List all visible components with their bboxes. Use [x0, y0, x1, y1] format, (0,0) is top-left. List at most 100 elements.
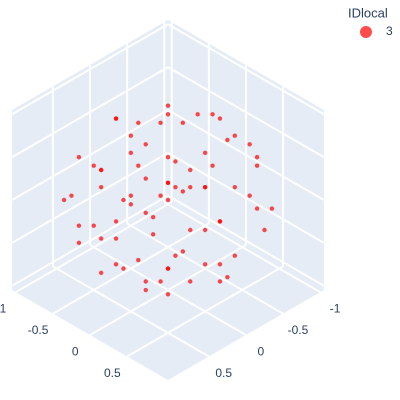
point [121, 197, 126, 203]
point [143, 279, 148, 284]
point [202, 184, 208, 190]
point [188, 184, 193, 190]
point [165, 197, 171, 203]
point [188, 227, 193, 233]
scatter-points [61, 103, 275, 297]
point [210, 112, 215, 117]
point [202, 227, 208, 233]
point [98, 167, 104, 173]
point [180, 189, 186, 194]
point [217, 116, 223, 121]
grid-line [11, 23, 169, 116]
point [173, 184, 178, 190]
point [128, 193, 134, 198]
point [180, 120, 186, 126]
point [173, 159, 178, 164]
grid-line [11, 194, 169, 287]
point [143, 142, 148, 147]
point [143, 287, 148, 293]
point [173, 253, 178, 258]
x-tick-label: 0.5 [215, 366, 232, 380]
point [136, 120, 141, 126]
grid-line [52, 222, 210, 315]
point [165, 292, 171, 297]
legend-title: IDlocal [348, 5, 388, 20]
point [202, 262, 208, 267]
point [98, 236, 104, 241]
y-tick-label: 0.5 [104, 366, 121, 380]
point [150, 232, 156, 237]
grid-line [167, 109, 325, 201]
grid-line [126, 265, 284, 358]
point [98, 184, 104, 190]
point [247, 142, 252, 147]
point [98, 270, 104, 276]
y-tick-label: -1 [0, 301, 7, 315]
point [128, 202, 134, 207]
point [165, 266, 171, 271]
point [225, 137, 230, 143]
grid-line [167, 66, 325, 158]
point [113, 219, 119, 224]
scene-grid [11, 22, 325, 358]
point [232, 184, 238, 190]
y-tick-label: 0 [72, 344, 79, 358]
y-tick-label: -0.5 [28, 323, 49, 337]
grid-line [11, 109, 169, 201]
point [136, 163, 141, 168]
point [76, 154, 82, 160]
point [165, 103, 171, 108]
point [76, 240, 82, 246]
x-tick-label: -1 [330, 301, 341, 315]
x-tick-label: 0 [257, 344, 264, 358]
point [91, 163, 96, 168]
point [113, 236, 119, 241]
grid-line [11, 66, 169, 158]
point [143, 210, 148, 216]
point [165, 180, 171, 186]
grid-line [89, 244, 247, 336]
legend-marker [360, 26, 372, 38]
point [158, 193, 163, 198]
grid-line [167, 151, 325, 244]
point [113, 262, 119, 267]
point [202, 150, 208, 156]
point [121, 266, 126, 271]
point [254, 154, 260, 160]
x-tick-label: -0.5 [288, 323, 309, 337]
point [143, 176, 148, 181]
point [180, 249, 186, 254]
point [269, 206, 275, 211]
point [128, 133, 134, 138]
point [188, 167, 193, 173]
point [165, 154, 171, 160]
point [210, 163, 215, 168]
grid-line [167, 23, 325, 116]
point [188, 279, 193, 284]
point [225, 274, 230, 280]
point [262, 227, 267, 233]
point [113, 116, 119, 121]
point [91, 223, 96, 228]
point [254, 163, 260, 168]
point [247, 193, 252, 198]
point [158, 279, 163, 284]
grid-line [167, 194, 325, 287]
point [136, 257, 141, 263]
point [217, 262, 223, 267]
point [254, 206, 260, 211]
point [232, 253, 238, 258]
point [195, 112, 200, 117]
point [217, 279, 223, 284]
point [165, 112, 171, 117]
point [232, 133, 238, 138]
legend-label: 3 [386, 24, 393, 38]
point [217, 219, 223, 224]
point [150, 214, 156, 220]
point [128, 150, 134, 156]
point [69, 193, 74, 198]
grid-line [11, 151, 169, 244]
point [158, 120, 163, 126]
grid-line [15, 201, 173, 294]
point [61, 197, 67, 203]
